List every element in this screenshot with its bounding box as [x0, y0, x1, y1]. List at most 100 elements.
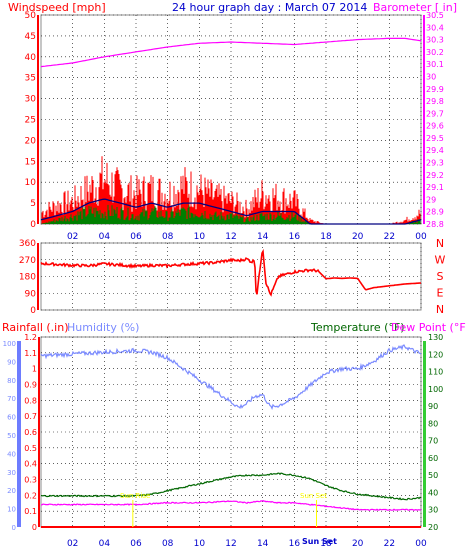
barometer-axis-bar: [423, 15, 425, 224]
barometer-tick-label: 29.2: [426, 171, 444, 180]
x-tick-label: 12: [225, 539, 236, 549]
temperature-axis-title: Temperature (°F): [310, 321, 405, 334]
rainfall-tick-label: 0.6: [24, 428, 37, 437]
temperature-tick-label: 80: [428, 419, 438, 428]
barometer-tick-label: 30.1: [426, 60, 444, 69]
temperature-tick-label: 130: [428, 333, 443, 342]
barometer-series: [40, 37, 422, 68]
barometer-tick-label: 28.9: [426, 208, 444, 217]
gust-series: [41, 156, 421, 224]
x-tick-label: 22: [384, 232, 395, 242]
compass-label: N: [436, 303, 444, 316]
dewpoint-axis-title: Dew Point (°F): [391, 321, 466, 334]
rainfall-tick-label: 1.1: [24, 349, 37, 358]
direction-tick-label: 90: [25, 289, 37, 299]
temperature-series: [40, 472, 422, 501]
temperature-tick-label: 120: [428, 350, 443, 359]
barometer-tick-label: 29.7: [426, 109, 444, 118]
humidity-tick-label: 0: [12, 524, 16, 532]
compass-label: W: [435, 254, 446, 267]
dewpoint-series: [40, 499, 422, 511]
sunrise-label: Sun Rise: [120, 492, 150, 500]
windspeed-tick-label: 50: [25, 11, 37, 21]
x-tick-label: 14: [257, 539, 269, 549]
rainfall-tick-label: 1: [32, 365, 37, 374]
temperature-tick-label: 20: [428, 523, 438, 532]
rainfall-tick-label: 0.2: [24, 491, 37, 500]
rainfall-axis-bar: [38, 337, 40, 527]
direction-tick-label: 360: [19, 239, 36, 249]
x-tick-label: 06: [130, 232, 142, 242]
rainfall-tick-label: 0.8: [24, 396, 37, 405]
x-tick-label: 08: [162, 539, 174, 549]
temperature-tick-label: 90: [428, 402, 438, 411]
windspeed-tick-label: 20: [25, 136, 37, 146]
rainfall-tick-label: 1.2: [24, 333, 37, 342]
sunset-label: Sun Set: [300, 492, 327, 500]
humidity-tick-label: 50: [7, 432, 16, 440]
humidity-tick-label: 80: [7, 377, 16, 385]
x-tick-label: 18: [320, 232, 332, 242]
barometer-tick-label: 30.2: [426, 48, 444, 57]
direction-axis-bar: [37, 243, 39, 310]
x-tick-label: 04: [99, 232, 111, 242]
barometer-tick-label: 29: [426, 195, 436, 204]
barometer-tick-label: 29.6: [426, 122, 444, 131]
x-tick-label: 16: [289, 539, 301, 549]
x-tick-label: 08: [162, 232, 174, 242]
rainfall-axis-title: Rainfall (.in): [2, 321, 69, 334]
date-title: 24 hour graph day : March 07 2014: [172, 1, 367, 14]
average-wind-series: [40, 198, 422, 225]
barometer-axis-title: Barometer [ in]: [373, 1, 457, 14]
barometer-tick-label: 29.5: [426, 134, 444, 143]
barometer-tick-label: 30: [426, 72, 436, 81]
direction-tick-label: 270: [19, 256, 36, 266]
x-tick-label: 06: [130, 539, 142, 549]
x-tick-label: 16: [289, 232, 301, 242]
humidity-axis-title: Humidity (%): [67, 321, 139, 334]
rainfall-tick-label: 0.9: [24, 381, 37, 390]
humidity-tick-label: 20: [7, 487, 16, 495]
humidity-tick-label: 60: [7, 414, 16, 422]
temperature-tick-label: 40: [428, 488, 438, 497]
windspeed-tick-label: 30: [25, 95, 37, 105]
x-tick-label: 00: [415, 232, 427, 242]
x-tick-label: 02: [67, 232, 78, 242]
temperature-axis-bar: [423, 341, 426, 527]
x-tick-label: 04: [99, 539, 111, 549]
windspeed-tick-label: 0: [30, 220, 36, 230]
windspeed-tick-label: 5: [30, 199, 36, 209]
temperature-tick-label: 110: [428, 368, 443, 377]
humidity-tick-label: 30: [7, 469, 16, 477]
temperature-tick-label: 60: [428, 454, 438, 463]
windspeed-axis-bar: [37, 15, 39, 224]
compass-label: N: [436, 237, 444, 250]
x-tick-label: 02: [67, 539, 78, 549]
temperature-tick-label: 100: [428, 385, 443, 394]
x-tick-label: 18: [320, 539, 332, 549]
windspeed-tick-label: 45: [25, 32, 36, 42]
x-tick-label: 10: [194, 539, 206, 549]
rainfall-tick-label: 0.3: [24, 476, 37, 485]
x-tick-label: 20: [352, 539, 364, 549]
barometer-tick-label: 28.8: [426, 220, 444, 229]
barometer-tick-label: 30.3: [426, 36, 444, 45]
x-tick-label: 22: [384, 539, 395, 549]
barometer-tick-label: 29.1: [426, 183, 444, 192]
windspeed-tick-label: 35: [25, 74, 36, 84]
compass-label: S: [437, 270, 444, 283]
barometer-tick-label: 29.4: [426, 146, 444, 155]
barometer-tick-label: 29.3: [426, 159, 444, 168]
barometer-tick-label: 30.4: [426, 23, 444, 32]
direction-tick-label: 0: [30, 306, 36, 316]
wind-series: [41, 204, 421, 224]
barometer-tick-label: 29.9: [426, 85, 444, 94]
humidity-series: [40, 344, 422, 410]
windspeed-tick-label: 10: [25, 178, 37, 188]
rainfall-tick-label: 0.7: [24, 412, 37, 421]
rainfall-tick-label: 0: [32, 523, 37, 532]
windspeed-tick-label: 25: [25, 116, 36, 126]
barometer-tick-label: 30.5: [426, 11, 444, 20]
sun-set-time-label: Sun Set: [302, 537, 337, 546]
